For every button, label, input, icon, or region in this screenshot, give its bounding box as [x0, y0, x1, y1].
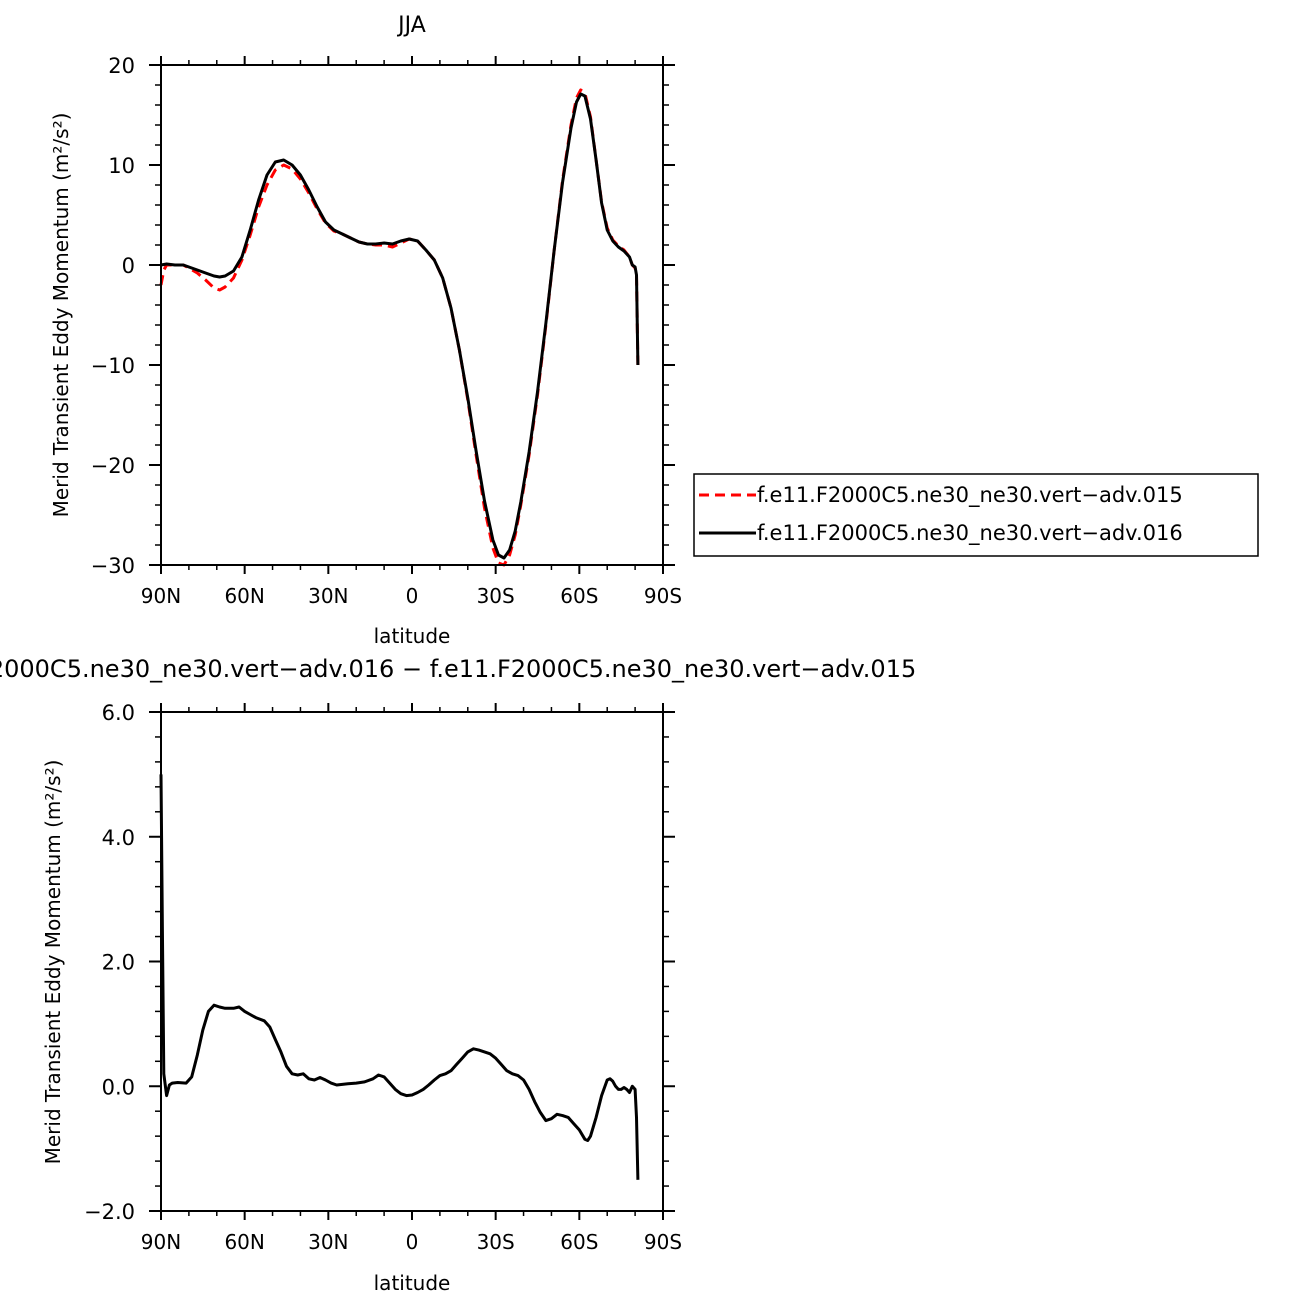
top-chart-title: JJA	[396, 13, 426, 38]
x-tick-label: 60S	[560, 584, 598, 608]
x-tick-label: 30N	[308, 584, 348, 608]
legend-label-series-015: f.e11.F2000C5.ne30_ne30.vert−adv.015	[757, 483, 1183, 508]
bottom-y-axis-label: Merid Transient Eddy Momentum (m²/s²)	[41, 760, 65, 1165]
top-x-axis-label: latitude	[374, 624, 451, 648]
y-tick-label: 10	[108, 154, 135, 178]
y-tick-label: 2.0	[102, 951, 135, 975]
series-line-solid-black	[159, 774, 640, 1180]
legend-label-series-016: f.e11.F2000C5.ne30_ne30.vert−adv.016	[757, 521, 1183, 546]
legend-entry-series-016: f.e11.F2000C5.ne30_ne30.vert−adv.016	[699, 521, 1183, 546]
bottom-chart-panel: f.e11.F2000C5.ne30_ne30.vert−adv.016 − f…	[0, 655, 916, 1295]
x-tick-label: 30N	[308, 1230, 348, 1254]
y-tick-label: 4.0	[102, 826, 135, 850]
x-tick-label: 60S	[560, 1230, 598, 1254]
y-tick-label: 6.0	[102, 701, 135, 725]
x-tick-label: 0	[406, 584, 419, 608]
top-plot-frame	[160, 64, 664, 566]
legend: f.e11.F2000C5.ne30_ne30.vert−adv.015 f.e…	[693, 473, 1259, 557]
y-tick-label: 0.0	[102, 1075, 135, 1099]
y-tick-label: −2.0	[84, 1200, 135, 1224]
x-tick-label: 90S	[644, 1230, 682, 1254]
y-tick-label: −20	[91, 454, 135, 478]
x-tick-label: 60N	[224, 1230, 264, 1254]
top-y-axis-label: Merid Transient Eddy Momentum (m²/s²)	[49, 113, 73, 518]
bottom-x-axis-label: latitude	[374, 1271, 451, 1295]
x-tick-label: 0	[406, 1230, 419, 1254]
y-tick-label: 20	[108, 54, 135, 78]
y-tick-label: 0	[122, 254, 135, 278]
legend-box	[693, 473, 1259, 557]
x-tick-label: 90S	[644, 584, 682, 608]
x-tick-label: 30S	[477, 1230, 515, 1254]
series-line-solid-black	[160, 92, 640, 560]
legend-entry-series-015: f.e11.F2000C5.ne30_ne30.vert−adv.015	[699, 483, 1183, 508]
x-tick-label: 90N	[141, 1230, 181, 1254]
x-tick-label: 30S	[477, 584, 515, 608]
x-tick-label: 60N	[224, 584, 264, 608]
x-tick-label: 90N	[141, 584, 181, 608]
y-tick-label: −10	[91, 354, 135, 378]
bottom-plot-frame	[160, 711, 664, 1212]
y-tick-label: −30	[91, 554, 135, 578]
bottom-chart-title: f.e11.F2000C5.ne30_ne30.vert−adv.016 − f…	[0, 655, 916, 683]
top-chart-panel: JJA 90N 60N 30N 0 30S 60S 90S 20 10 0 −10 −20 −30 la…	[49, 13, 682, 648]
